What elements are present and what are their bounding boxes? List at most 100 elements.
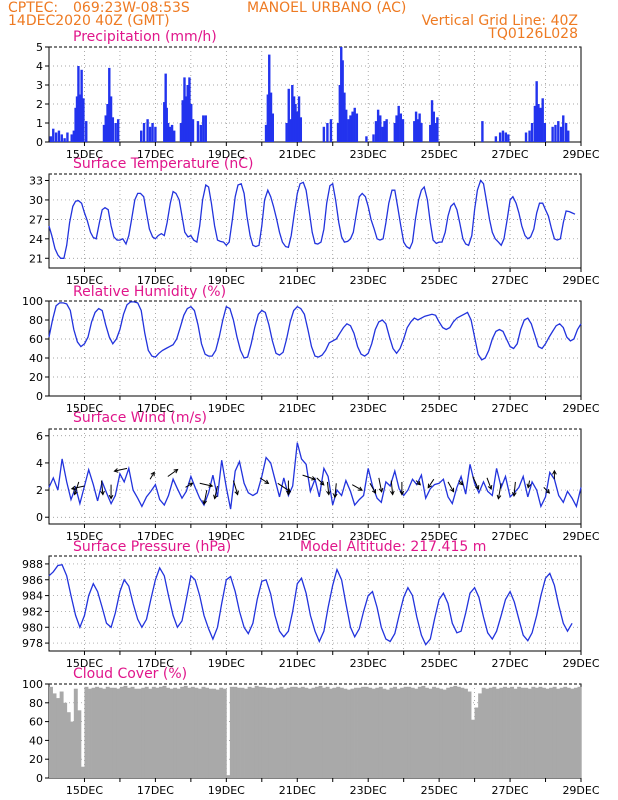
precipitation-bar (338, 85, 342, 142)
wind-arrow-head (371, 489, 377, 494)
wind-arrow-shaft (203, 489, 208, 505)
precipitation-bar (343, 92, 346, 142)
cloud-cover-bar (375, 687, 380, 778)
precipitation-bar (436, 117, 439, 142)
precipitation-bar (341, 60, 344, 142)
cloud-cover-bar (80, 766, 85, 778)
wind-title: Surface Wind (m/s) (73, 410, 207, 426)
precipitation-bar (418, 113, 421, 142)
wind-arrow-shaft (351, 484, 363, 491)
wind-arrow-head (173, 468, 179, 474)
wind-xtick-label: 15DEC (66, 530, 103, 543)
precipitation-bar (287, 88, 290, 142)
cloud-cover-ytick-label: 80 (29, 697, 43, 710)
cloud-cover-bar (417, 686, 422, 778)
cloud-cover-bar (456, 686, 461, 778)
cloud-cover-bar (236, 687, 241, 778)
cloud-cover-bar (176, 688, 181, 778)
cloud-cover-bar (495, 688, 500, 778)
pressure-line (48, 563, 573, 646)
wind-arrow-head (73, 490, 78, 496)
cloud-cover-bar (63, 702, 68, 778)
wind-arrow-shaft (199, 482, 213, 487)
cloud-cover-bar (275, 687, 280, 778)
precipitation-bar (524, 132, 528, 142)
precipitation-bar (140, 130, 143, 142)
cloud-cover-bar (350, 688, 355, 778)
wind-arrow-shaft (149, 471, 155, 480)
cloud-cover-bar (141, 687, 146, 778)
precipitation-bar (537, 104, 540, 142)
precipitation-bar (294, 104, 297, 142)
precipitation-bar (401, 119, 405, 142)
cloud-cover-bar (70, 721, 75, 778)
precipitation-xtick-label: 25DEC (421, 148, 458, 161)
cloud-cover-bar (215, 689, 220, 778)
wind-arrow-head (311, 476, 317, 481)
cloud-cover-bar (481, 687, 486, 778)
precipitation-bar (420, 123, 423, 142)
cloud-cover-bar (332, 687, 337, 778)
humidity-ytick-label: 80 (29, 314, 43, 327)
pressure-ytick-label: 980 (22, 621, 43, 634)
precipitation-bar (52, 128, 55, 142)
wind-arrow-shaft (369, 483, 377, 494)
cloud-cover-bar (463, 688, 468, 778)
precipitation-bar (168, 126, 172, 142)
header-grid-line: Vertical Grid Line: 40Z (422, 13, 578, 29)
cloud-cover-bar (49, 686, 53, 778)
precipitation-bar (434, 123, 437, 142)
cloud-cover-bar (499, 687, 504, 778)
precipitation-bar (66, 132, 69, 142)
cloud-cover-xtick-label: 21DEC (279, 784, 316, 797)
wind-arrow-shaft (486, 477, 492, 490)
cloud-cover-bar (180, 686, 185, 778)
precipitation-bar (551, 126, 554, 142)
wind-arrow-shaft (167, 469, 178, 477)
wind-arrow-head (234, 490, 239, 496)
humidity-xtick-label: 27DEC (492, 402, 529, 415)
cloud-cover-bar (467, 691, 472, 778)
precipitation-bar (78, 94, 82, 142)
wind-arrow-head (552, 469, 557, 475)
temperature-xtick-label: 25DEC (421, 274, 458, 287)
precipitation-bar (292, 96, 296, 142)
cloud-cover-bar (102, 688, 107, 778)
precipitation-bar (264, 124, 268, 142)
precipitation-xtick-label: 27DEC (492, 148, 529, 161)
precipitation-bar (166, 123, 170, 142)
pressure-xtick-label: 19DEC (208, 657, 245, 670)
cloud-cover-bar (109, 687, 114, 778)
cloud-cover-bar (577, 686, 582, 778)
precipitation-bar (543, 123, 547, 142)
wind-arrow-shaft (497, 483, 502, 499)
precipitation-bar (108, 67, 111, 142)
cloud-cover-bar (183, 685, 188, 778)
precipitation-bar (374, 121, 378, 142)
precipitation-ytick-label: 2 (36, 98, 43, 111)
wind-xtick-label: 27DEC (492, 530, 529, 543)
pressure-xtick-label: 27DEC (492, 657, 529, 670)
precipitation-bar (395, 115, 398, 142)
cloud-cover-bar (162, 685, 167, 778)
precipitation-bar (191, 119, 195, 142)
pressure-xtick-label: 25DEC (421, 657, 458, 670)
wind-arrow-shaft (513, 481, 516, 496)
precipitation-bar (562, 115, 565, 142)
cloud-cover-bar (279, 686, 284, 778)
pressure-title: Surface Pressure (hPa) (73, 539, 231, 555)
precipitation-bar (385, 119, 388, 142)
precipitation-bar (190, 104, 193, 142)
precipitation-bar (429, 124, 432, 142)
humidity-xtick-label: 19DEC (208, 402, 245, 415)
precipitation-bar (291, 85, 294, 142)
precipitation-bar (399, 113, 403, 142)
precipitation-bar (185, 96, 188, 142)
pressure-ytick-label: 988 (22, 558, 43, 571)
temperature-xtick-label: 17DEC (137, 274, 174, 287)
humidity-xtick-label: 29DEC (562, 402, 599, 415)
temperature-ytick-label: 27 (29, 213, 43, 226)
temperature-ytick-label: 33 (29, 174, 43, 187)
cloud-cover-bar (414, 688, 419, 778)
temperature-title: Surface Temperature (nC) (73, 156, 254, 172)
